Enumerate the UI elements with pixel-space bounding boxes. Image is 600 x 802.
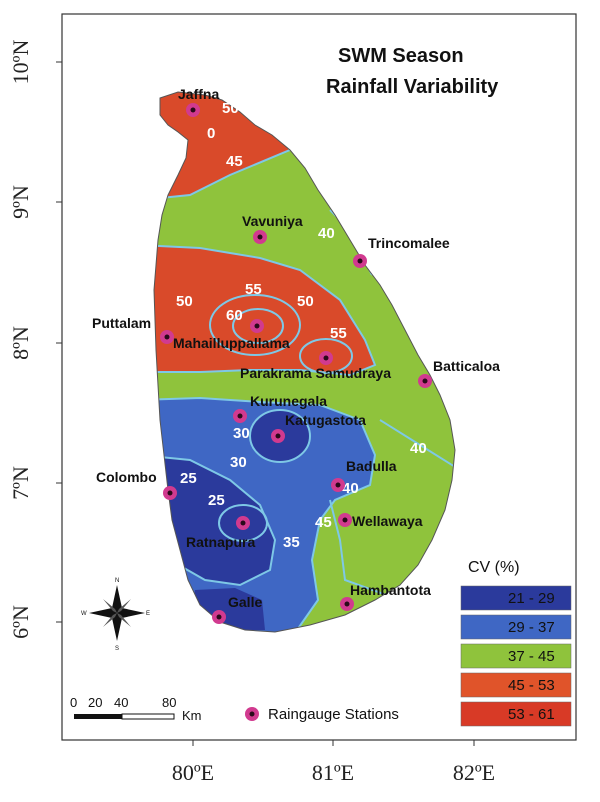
- station-label-colombo: Colombo: [96, 469, 157, 485]
- station-label-mahailluppallama: Mahailluppallama: [173, 335, 290, 351]
- station-marker: [250, 319, 264, 333]
- contour-label: 40: [342, 480, 359, 497]
- y-tick-label: 6ºN: [8, 605, 33, 639]
- scale-label-0: 0: [70, 695, 77, 710]
- x-tick-label: 80ºE: [172, 760, 214, 785]
- scale-bar: 0 20 40 80 Km: [70, 695, 202, 723]
- scale-unit: Km: [182, 708, 202, 723]
- station-label-wellawaya: Wellawaya: [352, 513, 423, 529]
- map-title-line2: Rainfall Variability: [326, 76, 499, 98]
- island-outline: [153, 91, 456, 633]
- legend-swatch: [460, 701, 572, 727]
- legend-item-label: 45 - 53: [508, 677, 555, 694]
- station-marker: [163, 486, 177, 500]
- station-markers: [160, 103, 432, 624]
- contour-label: 45: [315, 514, 332, 531]
- contour-label: 35: [283, 534, 300, 551]
- y-axis: [56, 61, 62, 623]
- station-label-puttalam: Puttalam: [92, 315, 151, 331]
- scale-label-80: 80: [162, 695, 176, 710]
- legend-title: CV (%): [468, 559, 520, 576]
- station-label-parakrama: Parakrama Samudraya: [240, 365, 391, 381]
- y-tick-label: 8ºN: [8, 326, 33, 360]
- contour-label: 55: [245, 281, 262, 298]
- contour-label: 25: [208, 492, 225, 509]
- station-marker: [236, 516, 250, 530]
- scale-label-20: 20: [88, 695, 102, 710]
- legend-item-label: 29 - 37: [508, 619, 555, 636]
- compass-e: E: [146, 611, 150, 617]
- station-legend-label: Raingauge Stations: [268, 706, 399, 723]
- compass-n: N: [115, 578, 119, 584]
- station-label-jaffna: Jaffna: [178, 86, 219, 102]
- station-marker: [233, 409, 247, 423]
- station-label-badulla: Badulla: [346, 458, 397, 474]
- station-label-vavuniya: Vavuniya: [242, 213, 303, 229]
- station-label-trincomalee: Trincomalee: [368, 235, 450, 251]
- contour-label: 25: [180, 470, 197, 487]
- station-label-kurunegala: Kurunegala: [250, 393, 327, 409]
- scale-label-40: 40: [114, 695, 128, 710]
- cv-legend: CV (%) 21 - 29 29 - 37 37 - 45 45 - 53 53 - …: [460, 559, 572, 727]
- station-marker: [271, 429, 285, 443]
- station-marker: [338, 513, 352, 527]
- legend-swatch: [460, 672, 572, 698]
- contour-label: 55: [330, 325, 347, 342]
- map-frame: [61, 13, 577, 741]
- contour-label: 40: [318, 225, 335, 242]
- x-axis: [192, 740, 475, 746]
- station-label-group: Jaffna Vavuniya Trincomalee Puttalam Mah…: [92, 86, 500, 610]
- station-marker: [418, 374, 432, 388]
- station-label-ratnapura: Ratnapura: [186, 534, 255, 550]
- contour-label: 45: [226, 153, 243, 170]
- x-tick-label: 82ºE: [453, 760, 495, 785]
- legend-item-label: 53 - 61: [508, 706, 555, 723]
- station-legend: Raingauge Stations: [245, 706, 399, 723]
- contour-label: 30: [233, 425, 250, 442]
- station-marker: [253, 230, 267, 244]
- contour-label: 50: [222, 100, 239, 117]
- station-label-hambantota: Hambantota: [350, 582, 431, 598]
- legend-swatch: [460, 614, 572, 640]
- contour-label: 30: [230, 454, 247, 471]
- y-tick-label: 10ºN: [8, 40, 33, 85]
- contour-label: 60: [226, 307, 243, 324]
- contour-label: 0: [207, 125, 215, 142]
- station-label-batticaloa: Batticaloa: [433, 358, 500, 374]
- station-label-katugastota: Katugastota: [285, 412, 366, 428]
- legend-swatch: [460, 585, 572, 611]
- contour-label: 40: [410, 440, 427, 457]
- map-title-line1: SWM Season: [338, 45, 464, 67]
- station-marker: [331, 478, 345, 492]
- station-marker: [212, 610, 226, 624]
- station-label-galle: Galle: [228, 594, 262, 610]
- x-tick-label: 81ºE: [312, 760, 354, 785]
- contour-label-group: 50 0 45 40 55 60 50 55 50 30 30 25 25 35…: [176, 100, 427, 551]
- station-marker: [160, 330, 174, 344]
- legend-swatch: [460, 643, 572, 669]
- compass-s: S: [115, 646, 119, 652]
- contour-label: 50: [297, 293, 314, 310]
- compass-w: W: [81, 611, 87, 617]
- contour-label: 50: [176, 293, 193, 310]
- station-marker: [186, 103, 200, 117]
- station-marker: [353, 254, 367, 268]
- y-tick-label: 7ºN: [8, 466, 33, 500]
- station-marker: [319, 351, 333, 365]
- station-marker: [340, 597, 354, 611]
- legend-item-label: 37 - 45: [508, 648, 555, 665]
- y-tick-label: 9ºN: [8, 185, 33, 219]
- legend-item-label: 21 - 29: [508, 590, 555, 607]
- north-arrow-icon: N S E W: [81, 578, 150, 652]
